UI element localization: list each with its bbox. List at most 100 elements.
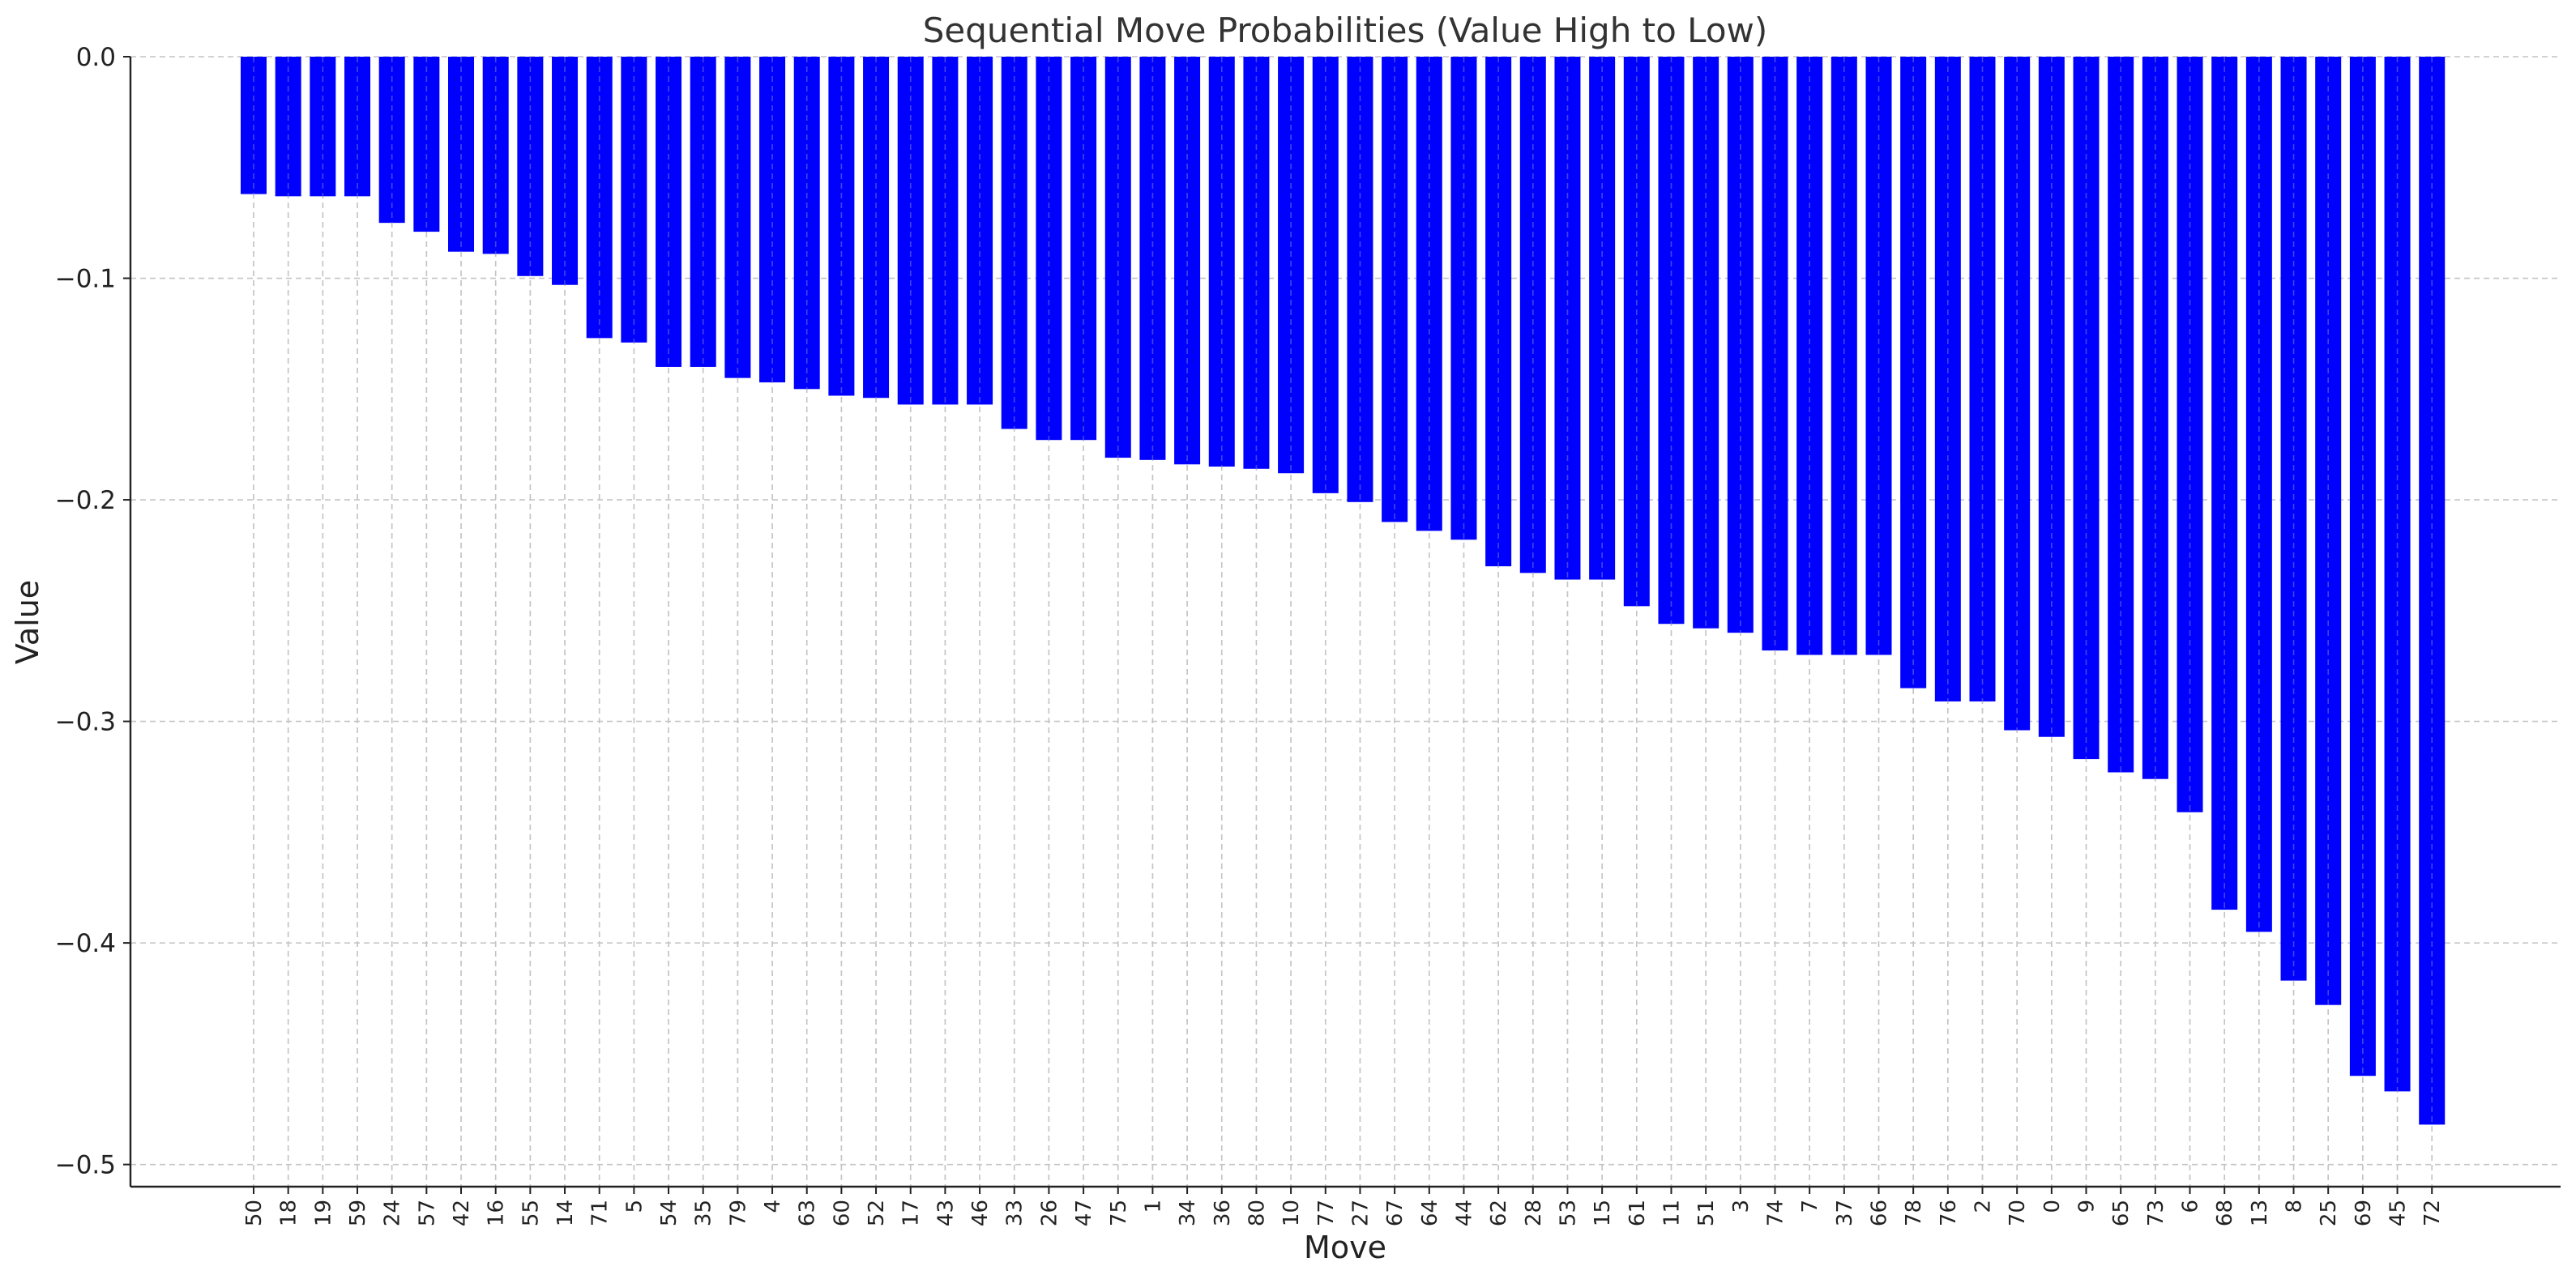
bar-80 — [1243, 57, 1270, 469]
x-tick-label: 16 — [485, 1200, 509, 1226]
x-tick-label: 44 — [1452, 1200, 1476, 1226]
bar-18 — [275, 57, 301, 197]
x-tick-label: 36 — [1211, 1200, 1235, 1226]
x-tick-label: 37 — [1833, 1200, 1857, 1226]
chart-title: Sequential Move Probabilities (Value Hig… — [923, 11, 1768, 50]
x-tick-label: 0 — [2040, 1200, 2065, 1213]
x-tick-label: 78 — [1902, 1200, 1926, 1226]
x-tick-label: 67 — [1383, 1200, 1408, 1226]
bar-59 — [344, 57, 371, 197]
y-tick-label: −0.1 — [55, 265, 116, 294]
x-tick-label: 46 — [968, 1200, 993, 1226]
bar-43 — [932, 57, 959, 405]
bar-75 — [1104, 57, 1131, 458]
bar-7 — [1796, 57, 1823, 655]
bar-25 — [2315, 57, 2342, 1005]
x-tick-label: 7 — [1798, 1200, 1822, 1213]
x-tick-label: 4 — [761, 1200, 785, 1213]
bar-73 — [2142, 57, 2168, 779]
bar-53 — [1554, 57, 1581, 580]
x-tick-label: 79 — [726, 1200, 750, 1226]
x-tick-label: 18 — [277, 1200, 301, 1226]
x-tick-label: 76 — [1937, 1200, 1961, 1226]
x-tick-label: 43 — [933, 1200, 958, 1226]
x-tick-label: 74 — [1763, 1200, 1788, 1226]
bar-42 — [448, 57, 475, 252]
x-tick-label: 11 — [1660, 1200, 1684, 1226]
bar-71 — [586, 57, 613, 339]
bar-37 — [1831, 57, 1857, 655]
bar-33 — [1001, 57, 1027, 429]
y-tick-label: −0.3 — [55, 708, 116, 737]
x-tick-label: 66 — [1867, 1200, 1891, 1226]
x-tick-label: 3 — [1729, 1200, 1754, 1213]
x-tick-label: 68 — [2213, 1200, 2237, 1226]
x-tick-label: 55 — [519, 1200, 543, 1226]
bar-72 — [2419, 57, 2446, 1125]
bar-11 — [1658, 57, 1685, 625]
x-tick-label: 64 — [1418, 1200, 1442, 1226]
bar-2 — [1969, 57, 1996, 701]
bar-57 — [413, 57, 440, 232]
x-tick-label: 27 — [1348, 1200, 1373, 1226]
x-tick-label: 8 — [2283, 1200, 2307, 1213]
bar-54 — [656, 57, 682, 367]
bar-47 — [1070, 57, 1097, 441]
bar-24 — [378, 57, 405, 224]
x-tick-label: 24 — [381, 1200, 405, 1226]
bar-0 — [2038, 57, 2065, 737]
y-tick-label: −0.4 — [55, 929, 116, 958]
x-tick-label: 19 — [311, 1200, 335, 1226]
x-tick-label: 26 — [1037, 1200, 1062, 1226]
bar-13 — [2245, 57, 2272, 932]
bar-70 — [2004, 57, 2031, 731]
x-tick-label: 60 — [830, 1200, 854, 1226]
grid-overlay — [253, 57, 2433, 1187]
x-tick-label: 69 — [2352, 1200, 2376, 1226]
bar-76 — [1934, 57, 1961, 701]
bar-78 — [1900, 57, 1927, 689]
x-tick-label: 71 — [588, 1200, 613, 1226]
x-tick-label: 5 — [622, 1200, 647, 1213]
bar-1 — [1139, 57, 1166, 460]
bar-5 — [621, 57, 647, 343]
x-tick-label: 6 — [2179, 1200, 2203, 1213]
x-tick-label: 28 — [1522, 1200, 1546, 1226]
bar-34 — [1174, 57, 1201, 465]
bar-79 — [724, 57, 751, 378]
x-tick-label: 51 — [1694, 1200, 1719, 1226]
x-tick-label: 14 — [553, 1200, 578, 1226]
bar-17 — [897, 57, 924, 405]
x-tick-label: 75 — [1107, 1200, 1131, 1226]
x-tick-label: 9 — [2075, 1200, 2100, 1213]
x-tick-label: 72 — [2420, 1200, 2445, 1226]
bar-62 — [1485, 57, 1512, 567]
bar-35 — [690, 57, 716, 367]
x-tick-label: 53 — [1556, 1200, 1580, 1226]
x-tick-label: 59 — [346, 1200, 370, 1226]
bar-67 — [1382, 57, 1408, 522]
x-tick-label: 62 — [1487, 1200, 1511, 1226]
x-tick-label: 10 — [1279, 1200, 1304, 1226]
x-tick-label: 63 — [796, 1200, 820, 1226]
x-tick-label: 61 — [1625, 1200, 1650, 1226]
bar-55 — [517, 57, 544, 276]
bar-16 — [482, 57, 509, 254]
bar-63 — [793, 57, 820, 390]
bar-66 — [1865, 57, 1892, 655]
bar-6 — [2177, 57, 2203, 812]
bar-64 — [1416, 57, 1442, 531]
x-tick-label: 54 — [657, 1200, 681, 1226]
bar-28 — [1519, 57, 1546, 573]
bar-19 — [310, 57, 336, 197]
x-tick-label: 33 — [1003, 1200, 1027, 1226]
bar-50 — [241, 57, 267, 194]
bar-15 — [1589, 57, 1616, 580]
bar-9 — [2073, 57, 2100, 760]
x-tick-label: 47 — [1072, 1200, 1096, 1226]
bar-60 — [828, 57, 855, 396]
bar-45 — [2384, 57, 2411, 1092]
bar-65 — [2108, 57, 2134, 773]
x-tick-label: 35 — [692, 1200, 716, 1226]
bar-3 — [1727, 57, 1754, 633]
